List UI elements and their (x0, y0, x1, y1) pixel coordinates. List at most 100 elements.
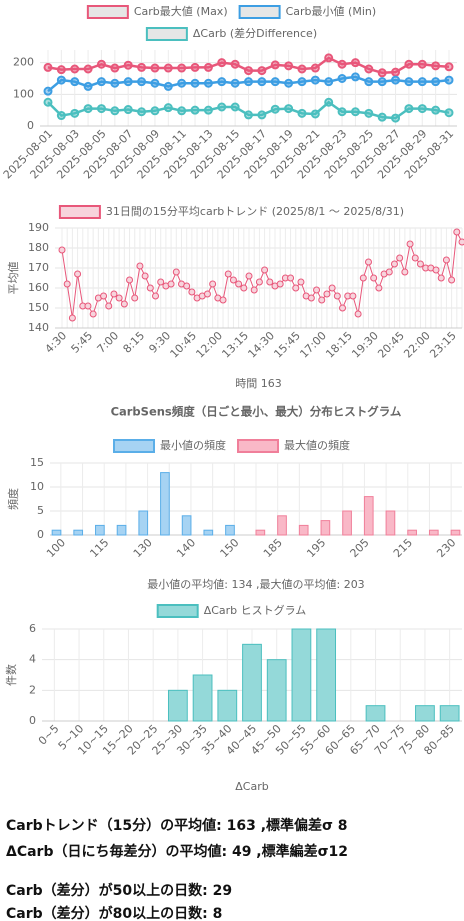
point (96, 104, 106, 114)
bar (167, 689, 188, 722)
point (328, 284, 336, 292)
point (190, 105, 200, 115)
point (391, 75, 401, 85)
y-axis-title: 頻度 (6, 488, 20, 510)
legend-label: 最大値の頻度 (284, 438, 350, 452)
y-tick-label: 10 (30, 480, 44, 493)
point (150, 78, 160, 88)
y-tick-label: 2 (29, 683, 36, 696)
legend-item: 最小値の頻度 (113, 438, 226, 453)
point (284, 78, 294, 88)
point (432, 266, 440, 274)
point (270, 60, 280, 70)
summary-line: ΔCarb（日にち毎差分）の平均値: 49 ,標準編差σ12 (6, 844, 349, 860)
y-tick-label: 15 (30, 456, 44, 469)
legend-label: Carb最小値 (Min) (286, 5, 377, 18)
point (190, 78, 200, 88)
legend-swatch (58, 205, 101, 219)
point (390, 260, 398, 268)
point (364, 77, 374, 87)
legend-swatch (113, 439, 155, 453)
y-tick-label: 100 (13, 87, 34, 100)
point (396, 254, 404, 262)
point (209, 280, 217, 288)
point (284, 104, 294, 114)
point (150, 63, 160, 73)
point (370, 274, 378, 282)
point (203, 62, 213, 72)
point (417, 77, 427, 87)
point (404, 59, 414, 69)
point (74, 270, 82, 278)
charts: 01002002025-08-012025-08-032025-08-05202… (1, 4, 464, 793)
x-tick-label: 10:45 (168, 329, 200, 361)
bar (415, 705, 435, 722)
bar (363, 496, 374, 536)
point (167, 280, 175, 288)
point (297, 278, 305, 286)
point (375, 284, 383, 292)
point (310, 109, 320, 119)
point (137, 77, 147, 87)
point (245, 272, 253, 280)
point (217, 58, 227, 68)
point (337, 107, 347, 117)
point (453, 228, 461, 236)
y-tick-label: 4 (29, 653, 36, 666)
point (270, 77, 280, 87)
bar (51, 529, 62, 536)
bar (277, 515, 287, 536)
point (203, 290, 211, 298)
bar (298, 524, 309, 536)
point (172, 268, 180, 276)
bar (320, 520, 331, 536)
x-tick-label: 150 (218, 536, 242, 560)
summary-line: Carbトレンド（15分）の平均値: 163 ,標準偏差σ 8 (6, 818, 348, 834)
point (318, 296, 326, 304)
x-tick-label: 13:15 (219, 329, 251, 361)
point (137, 62, 147, 72)
point (163, 81, 173, 91)
point (110, 290, 118, 298)
point (63, 280, 71, 288)
point (257, 77, 267, 87)
point (152, 292, 160, 300)
x-tick-label: 12:00 (193, 329, 225, 361)
summary-line: Carb（差分）が50以上の日数: 29 (6, 883, 233, 899)
point (177, 106, 187, 116)
y-tick-label: 150 (28, 301, 49, 314)
point (141, 272, 149, 280)
point (377, 77, 387, 87)
point (350, 72, 360, 82)
point (416, 260, 424, 268)
bar (203, 529, 214, 536)
point (230, 59, 240, 69)
point (431, 77, 441, 87)
chart-title: CarbSens頻度（日ごと最小、最大）分布ヒストグラム (111, 405, 402, 419)
bar (242, 643, 262, 722)
y-axis-title: 件数 (5, 664, 18, 686)
point (323, 290, 331, 298)
bar (450, 529, 461, 536)
line (47, 56, 450, 75)
point (244, 110, 253, 120)
point (364, 64, 374, 74)
point (230, 102, 240, 112)
point (310, 75, 320, 85)
x-tick-label: 195 (304, 536, 328, 560)
point (324, 97, 334, 107)
point (250, 286, 258, 294)
legend-label: ΔCarb ヒストグラム (204, 603, 307, 617)
point (110, 63, 120, 73)
point (385, 268, 393, 276)
line (47, 75, 450, 93)
bar (316, 628, 337, 722)
point (43, 62, 53, 72)
point (240, 284, 248, 292)
bar (116, 524, 127, 536)
point (284, 61, 294, 71)
point (126, 276, 134, 284)
point (313, 286, 321, 294)
point (188, 288, 196, 296)
x-tick-label: 7:00 (95, 329, 122, 356)
